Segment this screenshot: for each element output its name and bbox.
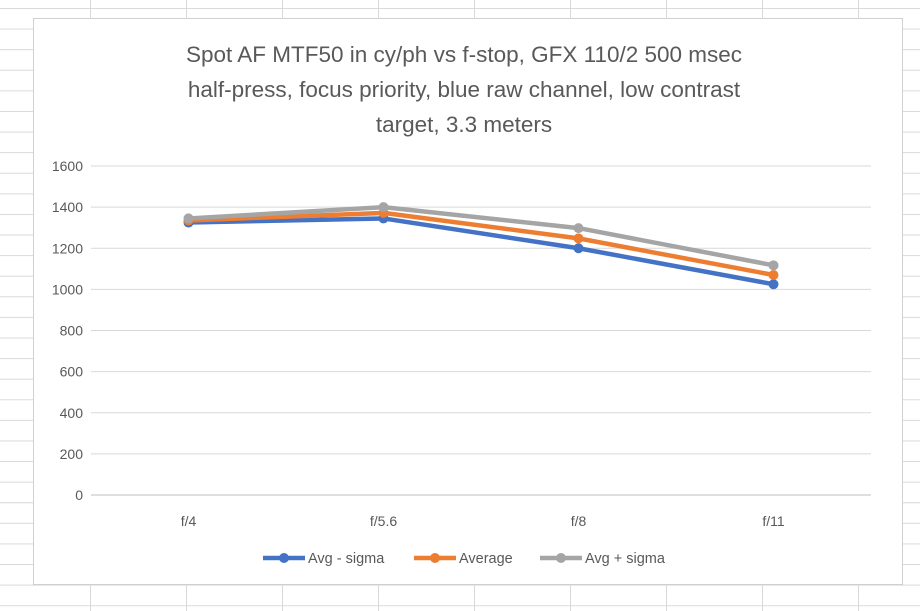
y-tick-label: 200 <box>60 446 84 462</box>
legend-swatch-marker <box>556 553 566 563</box>
data-point <box>573 223 584 234</box>
series-line <box>186 204 776 268</box>
y-tick-label: 1200 <box>52 240 83 256</box>
y-tick-label: 1400 <box>52 199 83 215</box>
data-point <box>768 260 779 271</box>
x-tick-label: f/4 <box>181 513 197 529</box>
y-tick-label: 600 <box>60 364 84 380</box>
legend-item[interactable]: Average <box>414 551 513 567</box>
y-tick-label: 800 <box>60 323 84 339</box>
legend-swatch-marker <box>279 553 289 563</box>
data-point <box>183 213 194 224</box>
y-tick-label: 400 <box>60 405 84 421</box>
legend-label: Avg - sigma <box>308 551 385 567</box>
legend-label: Avg + sigma <box>585 551 666 567</box>
chart-title-line-1: Spot AF MTF50 in cy/ph vs f-stop, GFX 11… <box>186 42 742 67</box>
y-tick-label: 1000 <box>52 281 83 297</box>
chart-title-line-2: half-press, focus priority, blue raw cha… <box>188 77 741 102</box>
x-axis-tick-labels: f/4 f/5.6 f/8 f/11 <box>181 513 785 529</box>
x-tick-label: f/11 <box>762 513 785 529</box>
y-tick-label: 1600 <box>52 158 83 174</box>
x-tick-label: f/5.6 <box>370 513 397 529</box>
chart-title: Spot AF MTF50 in cy/ph vs f-stop, GFX 11… <box>186 42 742 137</box>
data-point <box>573 243 584 254</box>
legend-label: Average <box>459 551 513 567</box>
x-tick-label: f/8 <box>571 513 587 529</box>
series-line <box>186 210 776 278</box>
data-point <box>573 233 584 244</box>
mtf50-line-chart: Spot AF MTF50 in cy/ph vs f-stop, GFX 11… <box>52 42 871 567</box>
chart-title-line-3: target, 3.3 meters <box>376 112 552 137</box>
legend-item[interactable]: Avg - sigma <box>263 551 385 567</box>
legend-item[interactable]: Avg + sigma <box>540 551 666 567</box>
data-point <box>768 279 779 290</box>
data-point <box>768 269 779 280</box>
gridlines <box>91 165 871 496</box>
legend[interactable]: Avg - sigma Average Avg + sigma <box>263 551 666 567</box>
data-point <box>378 202 389 213</box>
series-line <box>186 216 776 287</box>
series-lines <box>183 202 779 290</box>
chart-area[interactable]: Spot AF MTF50 in cy/ph vs f-stop, GFX 11… <box>33 18 903 585</box>
y-axis-tick-labels: 0 200 400 600 800 1000 1200 1400 1600 <box>52 158 83 503</box>
series-2 <box>183 202 779 271</box>
y-tick-label: 0 <box>75 487 83 503</box>
legend-swatch-marker <box>430 553 440 563</box>
